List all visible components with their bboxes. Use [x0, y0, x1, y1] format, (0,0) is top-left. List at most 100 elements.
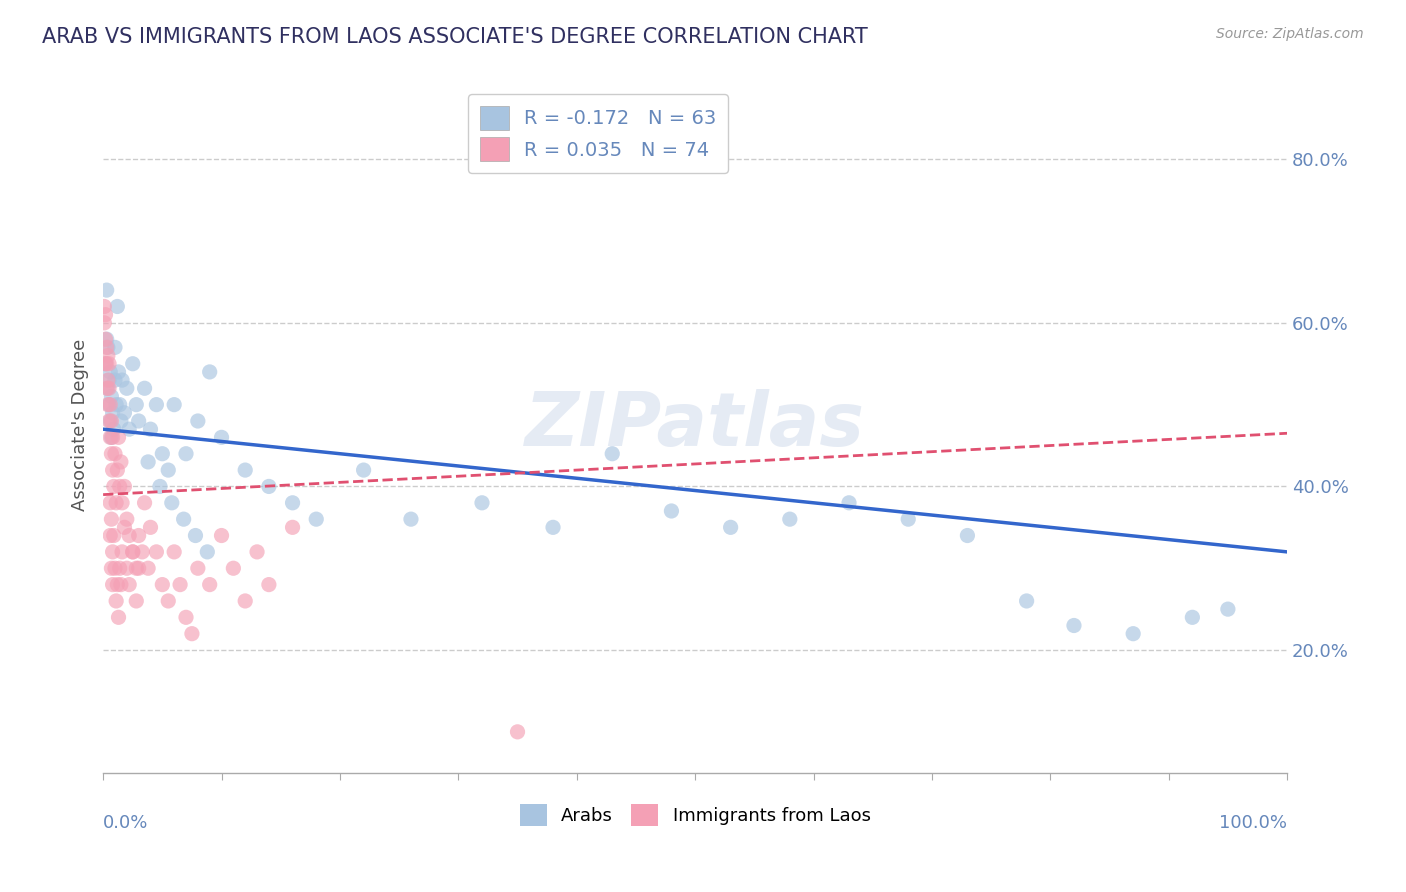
Point: [1015, 594, 1038, 608]
Point: [97, 340, 120, 354]
Legend: Arabs, Immigrants from Laos: Arabs, Immigrants from Laos: [512, 797, 877, 833]
Point: [128, 561, 150, 575]
Point: [100, 414, 122, 428]
Point: [101, 577, 124, 591]
Point: [121, 545, 143, 559]
Point: [98, 398, 121, 412]
Point: [222, 561, 245, 575]
Point: [541, 520, 564, 534]
Point: [98, 373, 121, 387]
Point: [779, 512, 801, 526]
Point: [121, 357, 143, 371]
Point: [108, 398, 131, 412]
Text: 0.0%: 0.0%: [103, 814, 149, 832]
Point: [136, 561, 159, 575]
Point: [107, 610, 129, 624]
Point: [114, 520, 136, 534]
Point: [97, 349, 120, 363]
Point: [105, 300, 128, 314]
Point: [101, 463, 124, 477]
Point: [93, 300, 115, 314]
Text: Source: ZipAtlas.com: Source: ZipAtlas.com: [1216, 27, 1364, 41]
Y-axis label: Associate's Degree: Associate's Degree: [72, 339, 89, 511]
Point: [174, 447, 197, 461]
Point: [131, 545, 153, 559]
Point: [128, 528, 150, 542]
Point: [115, 381, 138, 395]
Point: [115, 561, 138, 575]
Point: [353, 463, 375, 477]
Point: [105, 496, 128, 510]
Point: [114, 406, 136, 420]
Point: [101, 545, 124, 559]
Point: [98, 430, 121, 444]
Point: [96, 381, 118, 395]
Point: [97, 398, 120, 412]
Point: [111, 496, 134, 510]
Point: [110, 577, 132, 591]
Point: [125, 594, 148, 608]
Point: [110, 455, 132, 469]
Point: [101, 430, 124, 444]
Point: [1216, 602, 1239, 616]
Point: [169, 577, 191, 591]
Point: [897, 512, 920, 526]
Point: [96, 340, 118, 354]
Point: [96, 332, 118, 346]
Point: [98, 398, 121, 412]
Point: [108, 561, 131, 575]
Point: [104, 340, 127, 354]
Point: [98, 381, 121, 395]
Point: [100, 389, 122, 403]
Point: [281, 520, 304, 534]
Point: [105, 463, 128, 477]
Point: [98, 414, 121, 428]
Point: [233, 463, 256, 477]
Point: [163, 545, 186, 559]
Point: [160, 496, 183, 510]
Point: [149, 479, 172, 493]
Point: [125, 398, 148, 412]
Point: [101, 406, 124, 420]
Point: [720, 520, 742, 534]
Point: [96, 357, 118, 371]
Point: [150, 447, 173, 461]
Point: [145, 398, 167, 412]
Point: [104, 561, 127, 575]
Point: [93, 316, 115, 330]
Point: [157, 463, 180, 477]
Point: [134, 381, 156, 395]
Point: [233, 594, 256, 608]
Point: [211, 528, 233, 542]
Point: [96, 283, 118, 297]
Point: [108, 479, 131, 493]
Point: [105, 398, 128, 412]
Text: ZIPatlas: ZIPatlas: [524, 389, 865, 461]
Point: [187, 561, 209, 575]
Point: [257, 479, 280, 493]
Point: [98, 528, 121, 542]
Point: [98, 357, 121, 371]
Point: [100, 512, 122, 526]
Point: [107, 430, 129, 444]
Point: [94, 357, 117, 371]
Point: [600, 447, 623, 461]
Point: [125, 561, 148, 575]
Point: [305, 512, 328, 526]
Point: [195, 545, 218, 559]
Point: [94, 357, 117, 371]
Point: [136, 455, 159, 469]
Point: [105, 594, 128, 608]
Point: [145, 545, 167, 559]
Point: [1063, 618, 1085, 632]
Point: [98, 496, 121, 510]
Point: [104, 447, 127, 461]
Point: [115, 512, 138, 526]
Point: [198, 577, 221, 591]
Point: [103, 422, 125, 436]
Point: [100, 430, 122, 444]
Point: [1122, 626, 1144, 640]
Point: [173, 512, 195, 526]
Point: [103, 479, 125, 493]
Point: [471, 496, 494, 510]
